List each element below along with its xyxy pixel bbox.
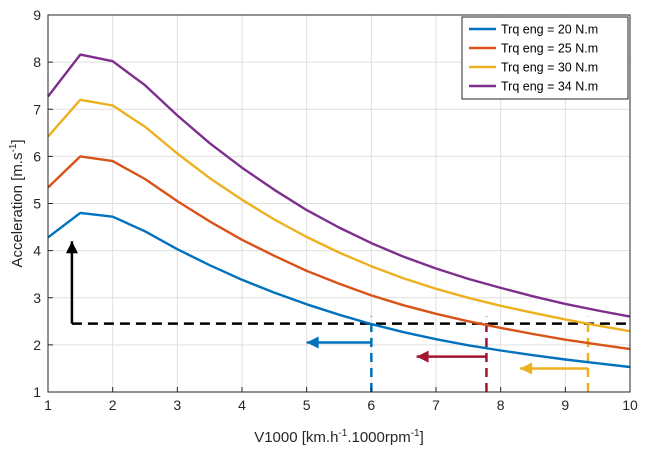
y-tick-label: 4 [33, 243, 41, 259]
horizontal-arrow-3-head [520, 362, 533, 375]
annotations [65, 241, 630, 392]
legend: Trq eng = 20 N.m Trq eng = 25 N.m Trq eng … [461, 16, 629, 100]
x-tick-label: 9 [561, 397, 569, 413]
x-tick-label: 3 [173, 397, 181, 413]
series-line-2 [47, 155, 631, 351]
x-tick-label: 5 [303, 397, 311, 413]
horizontal-arrow-2-head [416, 350, 429, 363]
x-tick-label: 8 [497, 397, 505, 413]
y-tick-label: 8 [33, 54, 41, 70]
series-line-1 [47, 211, 631, 369]
y-axis-label: Acceleration [m.s-1] [8, 139, 26, 267]
x-tick-label: 7 [432, 397, 440, 413]
legend-label-2: Trq eng = 25 N.m [501, 42, 598, 56]
legend-label-4: Trq eng = 34 N.m [501, 80, 598, 94]
y-tick-label: 6 [33, 148, 41, 164]
y-tick-label: 2 [33, 337, 41, 353]
x-tick-label: 1 [44, 397, 52, 413]
y-tick-label: 7 [33, 101, 41, 117]
horizontal-arrow-1-head [306, 336, 319, 349]
tick-labels: 1 2 3 4 5 6 7 8 9 10 1 2 3 4 5 6 7 8 9 [33, 7, 638, 413]
y-tick-label: 1 [33, 384, 41, 400]
series-line-4 [47, 53, 631, 318]
x-tick-label: 4 [238, 397, 246, 413]
x-axis-label: V1000 [km.h-1.1000rpm-1] [254, 428, 424, 446]
up-arrow-head [65, 241, 78, 254]
y-tick-label: 5 [33, 196, 41, 212]
y-tick-label: 3 [33, 290, 41, 306]
series-line-3 [47, 98, 631, 333]
x-tick-label: 2 [109, 397, 117, 413]
legend-label-1: Trq eng = 20 N.m [501, 23, 598, 37]
series-lines [47, 53, 631, 369]
x-tick-label: 10 [622, 397, 638, 413]
y-tick-label: 9 [33, 7, 41, 23]
x-tick-label: 6 [367, 397, 375, 413]
legend-label-3: Trq eng = 30 N.m [501, 61, 598, 75]
